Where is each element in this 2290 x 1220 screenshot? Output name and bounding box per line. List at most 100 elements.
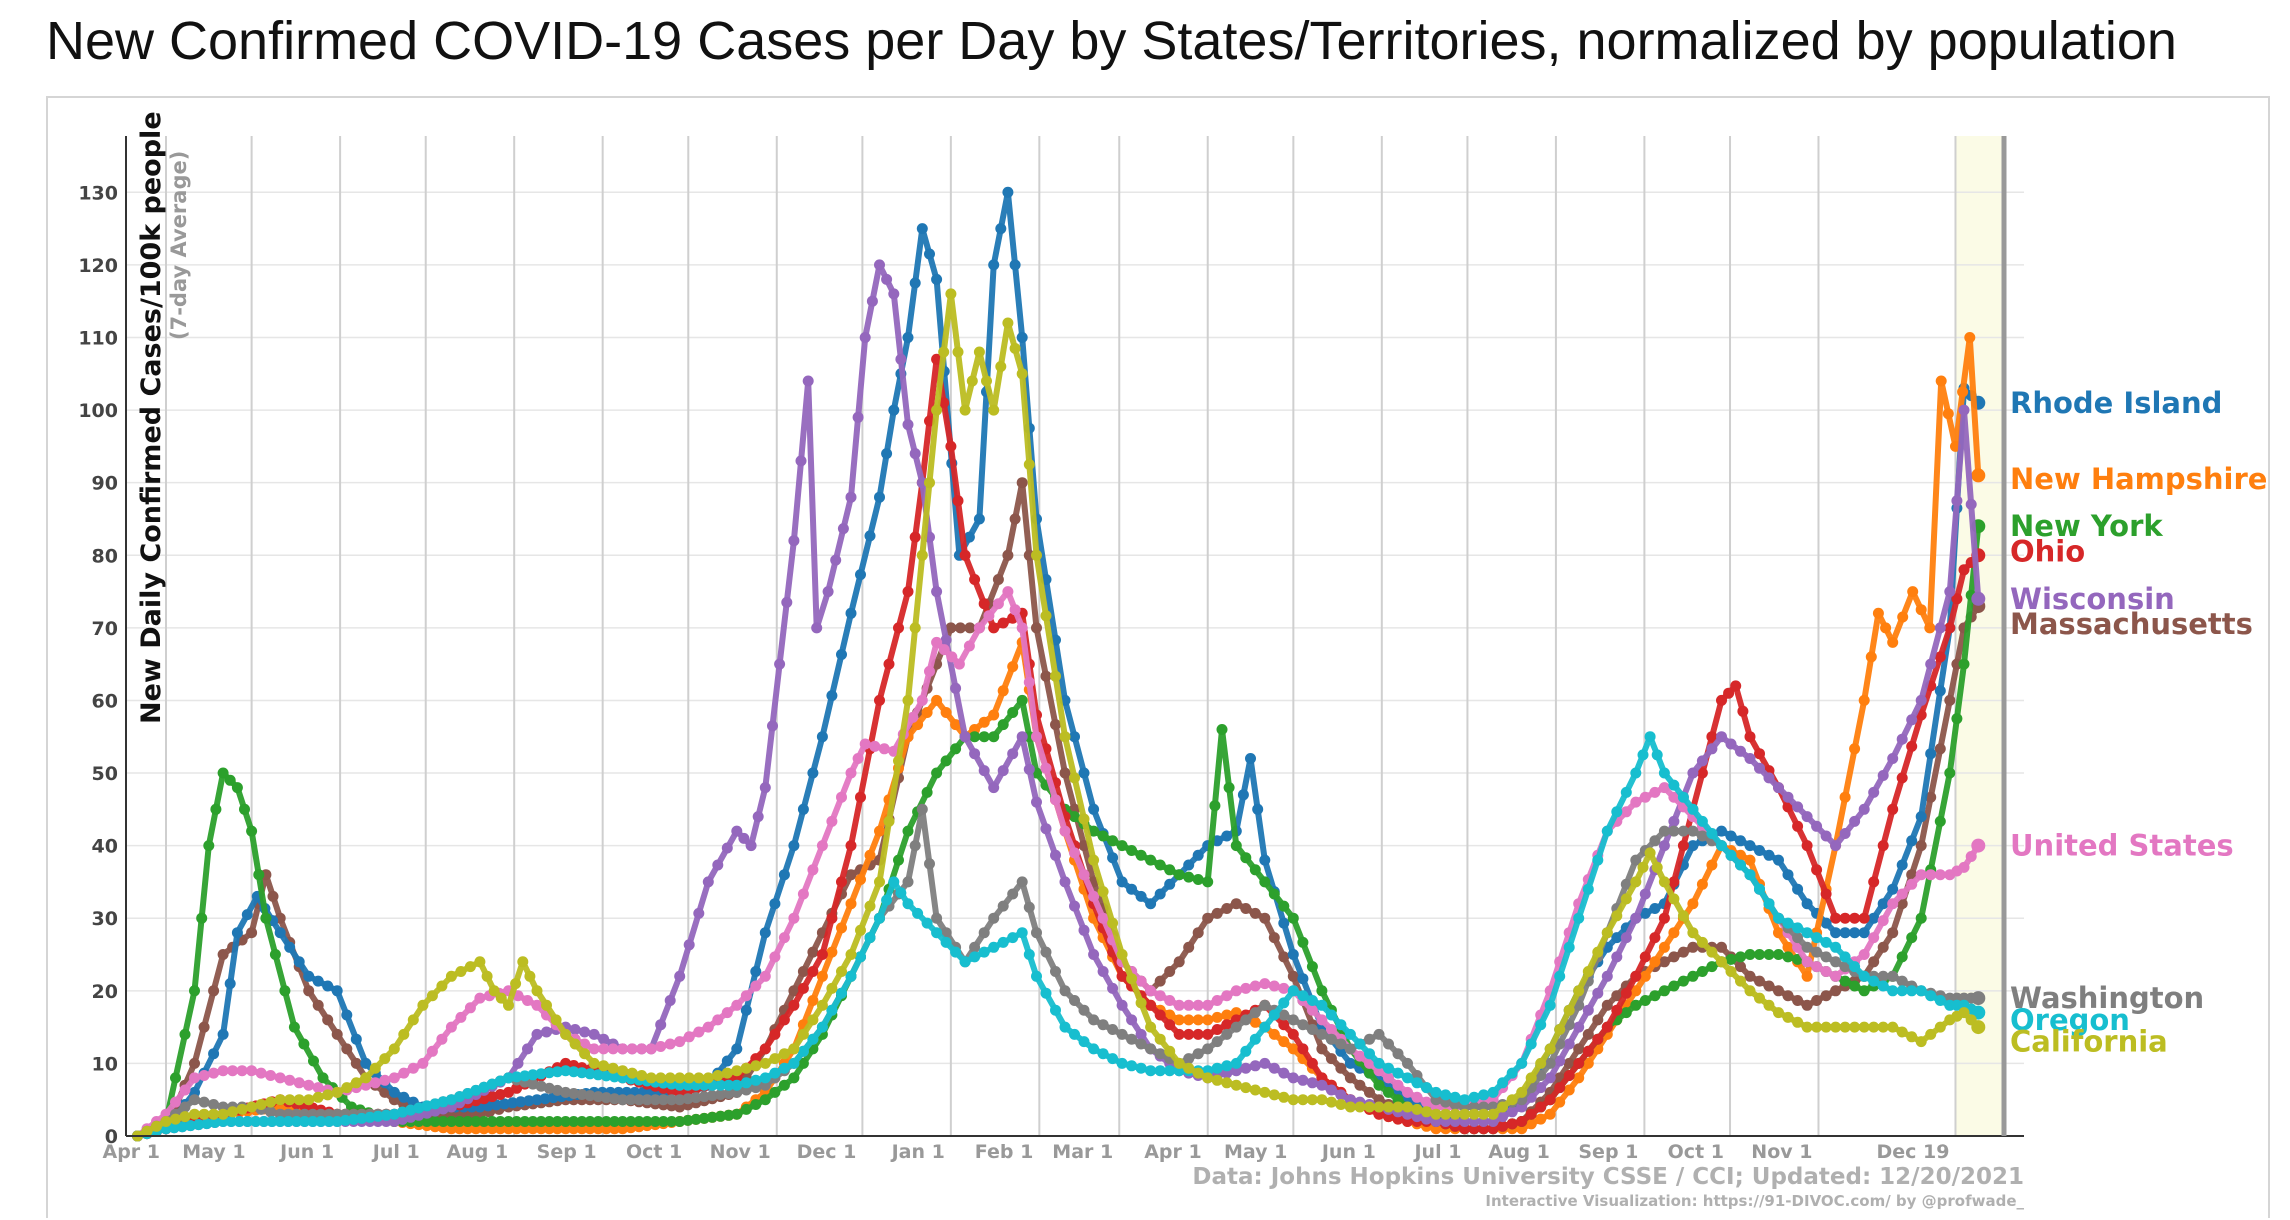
series-point — [921, 786, 933, 798]
series-point — [954, 622, 966, 634]
series-point — [988, 731, 1000, 743]
series-point — [1792, 995, 1804, 1006]
series-point — [266, 1116, 278, 1127]
series-point — [303, 1094, 315, 1106]
series-point — [715, 1110, 726, 1122]
series-point — [1211, 1062, 1223, 1074]
series-point — [1240, 852, 1252, 864]
series-point — [1202, 1014, 1214, 1026]
chart-svg[interactable]: 0 10 20 30 40 50 60 70 80 90 100 110 120 130 Apr 1 May … — [48, 98, 2272, 1220]
series-point — [1839, 791, 1851, 803]
series-point — [1792, 820, 1804, 832]
series-point — [1421, 1106, 1432, 1118]
series-point — [1896, 733, 1908, 745]
series-point — [1935, 375, 1947, 387]
x-tick-label: Feb 1 — [975, 1141, 1034, 1163]
series-point — [1754, 748, 1765, 760]
series-point — [1658, 956, 1670, 968]
series-point — [1687, 898, 1699, 910]
series-point — [1023, 949, 1035, 960]
series-point — [303, 970, 315, 982]
series-point — [341, 1082, 353, 1094]
y-tick-label: 90 — [92, 473, 118, 495]
series-point — [1287, 912, 1299, 924]
series-point — [1801, 927, 1813, 939]
series-point — [940, 936, 952, 948]
series-point — [759, 970, 771, 982]
series-point — [912, 907, 924, 919]
series-point — [293, 1077, 305, 1089]
series-point — [852, 411, 864, 423]
series-point — [895, 353, 907, 365]
series-point — [323, 1116, 335, 1127]
series-point — [1306, 961, 1318, 973]
series-point — [1801, 811, 1813, 823]
series-point — [372, 1110, 384, 1122]
series-point — [1907, 586, 1919, 598]
series-point — [1868, 1021, 1880, 1033]
series-point — [1268, 1009, 1280, 1021]
series-point — [1249, 1016, 1261, 1028]
series-point — [1858, 985, 1870, 997]
y-tick-label: 100 — [78, 400, 118, 422]
y-tick-label: 130 — [78, 182, 118, 204]
series-point — [1687, 803, 1699, 815]
series-point — [1002, 549, 1014, 561]
series-point — [1906, 932, 1918, 944]
series-point — [1735, 961, 1746, 973]
series-point — [1221, 830, 1233, 842]
series-point — [855, 874, 866, 885]
series-point — [1592, 1033, 1604, 1045]
series-point — [1069, 995, 1080, 1006]
series-point — [1849, 912, 1861, 924]
series-point — [1830, 840, 1842, 852]
series-point — [909, 840, 921, 852]
series-point — [217, 1028, 229, 1040]
series-point — [952, 495, 964, 507]
series-point — [1696, 878, 1708, 890]
series-point — [807, 1033, 819, 1045]
series-point — [598, 1060, 610, 1072]
series-point — [588, 1057, 600, 1069]
series-point — [1249, 1033, 1261, 1045]
series-point — [1031, 622, 1042, 634]
series-point — [1934, 995, 1946, 1006]
series-point — [1792, 1016, 1804, 1028]
series-point — [560, 1086, 572, 1098]
series-point — [617, 1116, 629, 1127]
series-point — [1658, 825, 1670, 837]
series-point — [1183, 1014, 1195, 1026]
series-point — [826, 1004, 838, 1016]
series-point — [1135, 849, 1147, 861]
series-point — [931, 694, 943, 706]
series-point — [1173, 999, 1185, 1011]
series-point — [940, 707, 952, 718]
series-point — [1723, 687, 1735, 699]
series-point — [1135, 890, 1147, 902]
series-point — [231, 782, 243, 794]
series-point — [874, 825, 885, 837]
series-point — [258, 1116, 270, 1127]
series-point — [1040, 987, 1052, 999]
series-point — [1223, 782, 1235, 794]
series-point — [788, 1072, 800, 1084]
series-point — [1763, 949, 1775, 960]
series-point — [1050, 849, 1061, 861]
series-point — [778, 869, 790, 881]
series-point — [1725, 849, 1737, 861]
series-point — [888, 404, 900, 416]
series-point — [1354, 1101, 1366, 1113]
series-label-united-states: United States — [2010, 829, 2234, 863]
series-point — [1924, 622, 1936, 634]
series-point — [1896, 888, 1908, 900]
series-point — [1858, 949, 1870, 960]
series-point — [997, 936, 1009, 948]
series-point — [1620, 932, 1632, 944]
series-point — [1230, 985, 1242, 997]
series-point — [1344, 1101, 1356, 1113]
series-point — [924, 665, 935, 677]
series-point — [1649, 956, 1661, 968]
series-point — [1202, 876, 1214, 888]
series-point — [531, 999, 543, 1011]
series-point — [881, 894, 893, 906]
